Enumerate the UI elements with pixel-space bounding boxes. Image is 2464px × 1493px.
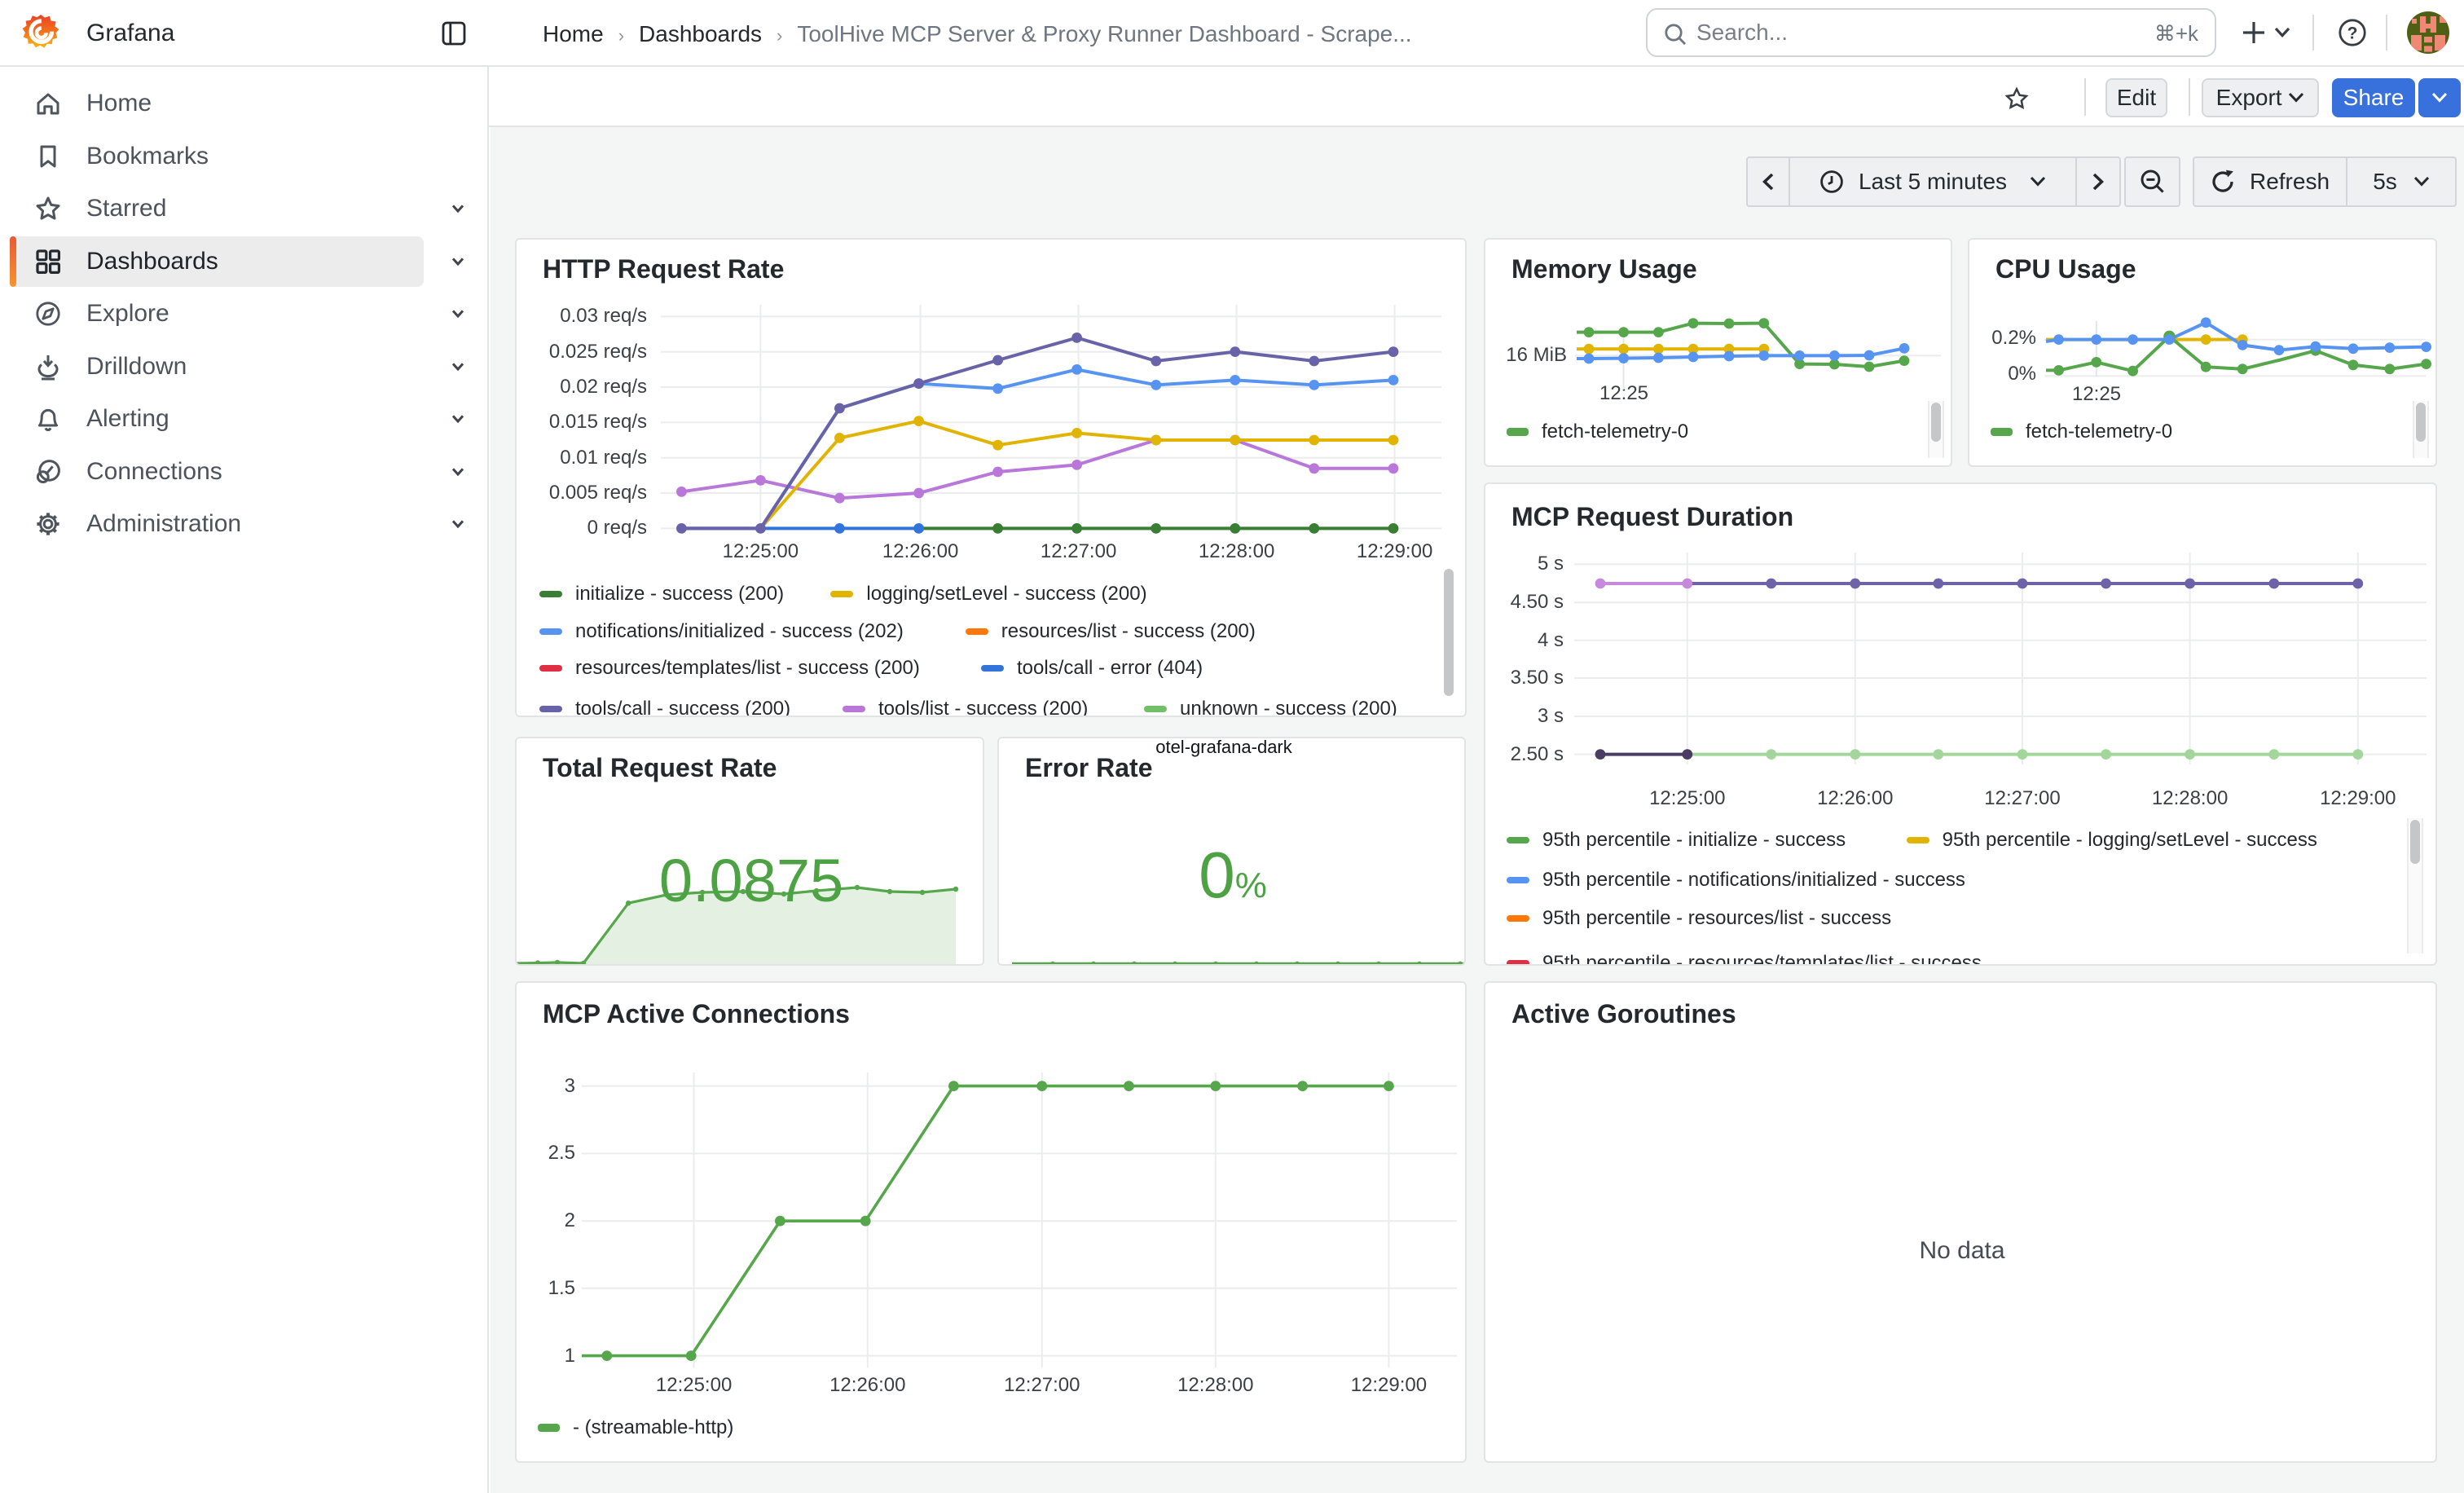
svg-text:?: ? [2347, 24, 2358, 42]
